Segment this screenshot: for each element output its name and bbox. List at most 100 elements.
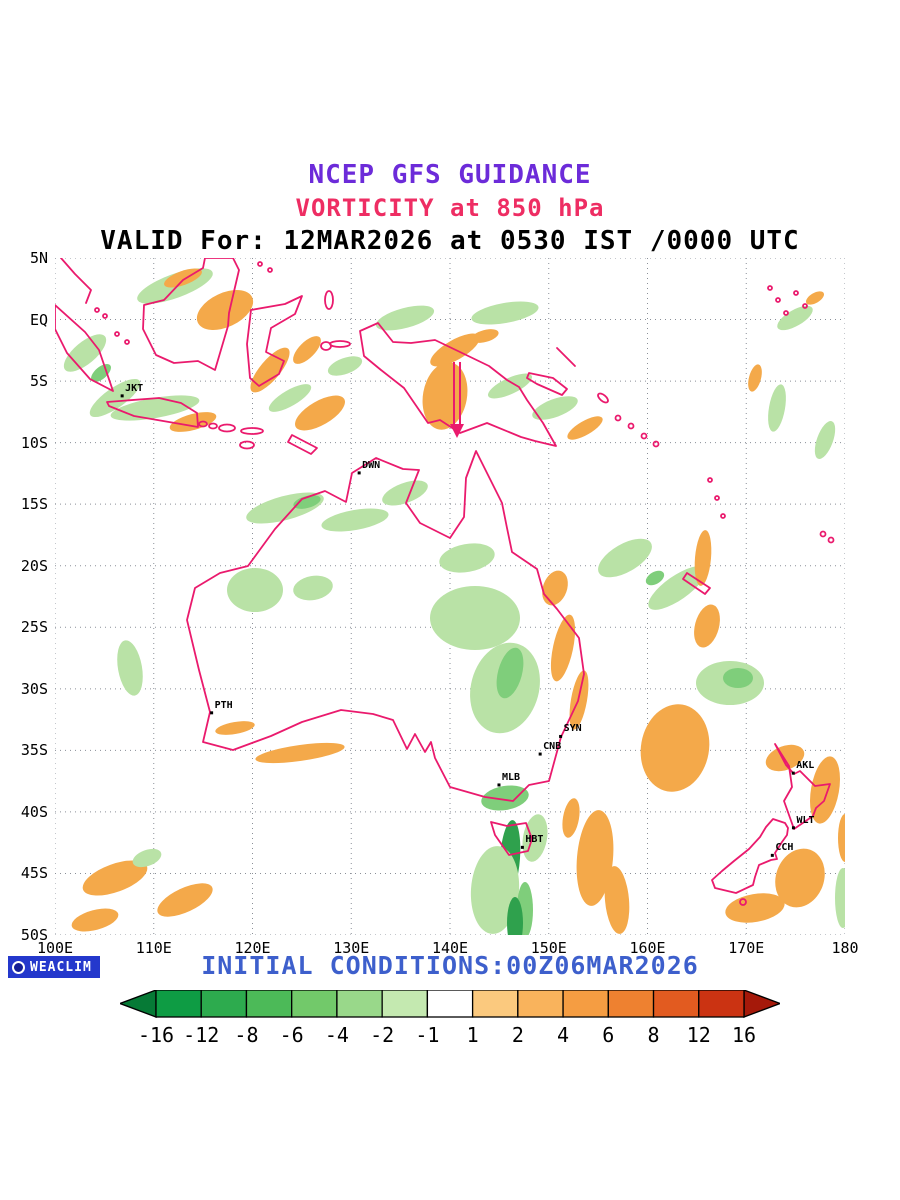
vorticity-blob <box>132 848 162 868</box>
vorticity-blob <box>835 868 845 928</box>
city-label: DWN <box>362 459 381 471</box>
lat-tick-label: 30S <box>20 679 48 698</box>
vorticity-blob <box>439 543 495 573</box>
lon-tick-label: 150E <box>530 939 567 957</box>
vorticity-blob <box>723 668 753 688</box>
coast-tasmania <box>490 821 533 856</box>
coast-islet <box>94 307 100 313</box>
colorbar-right-arrow <box>743 990 780 1018</box>
vorticity-blob <box>487 373 533 399</box>
lon-tick-label: 120E <box>234 939 271 957</box>
chart-subtitle: VORTICITY at 850 hPa <box>295 194 605 222</box>
coast-sumba <box>239 440 255 450</box>
vorticity-blob <box>648 566 706 610</box>
vorticity-blob <box>777 305 813 331</box>
vorticity-blob <box>89 378 141 418</box>
vorticity-blob <box>169 412 217 432</box>
vorticity-blob <box>164 268 202 288</box>
coast-islet <box>714 495 720 501</box>
lon-tick-label: 100E <box>36 939 74 957</box>
vorticity-blob <box>471 301 539 325</box>
lat-tick-label: 35S <box>20 741 48 760</box>
city-label: HBT <box>525 834 544 846</box>
colorbar-tick-label: -4 <box>325 1023 349 1047</box>
initial-conditions-text: INITIAL CONDITIONS:00Z06MAR2026 <box>201 951 699 980</box>
vorticity-blob <box>268 384 312 412</box>
vorticity-blob <box>470 846 520 934</box>
lat-tick-label: 15S <box>20 495 48 514</box>
vorticity-blob <box>71 908 119 932</box>
vorticity-blob <box>775 848 825 908</box>
vorticity-blob <box>382 480 428 506</box>
vorticity-blob <box>604 866 630 934</box>
colorbar-tick-label: 12 <box>687 1023 711 1047</box>
city-dot <box>791 771 795 775</box>
city-dot <box>538 752 542 756</box>
coast-australia <box>186 450 585 802</box>
coast-islet <box>102 313 108 319</box>
vorticity-map <box>55 258 845 935</box>
coast-new-britain <box>526 372 568 396</box>
colorbar-tick-label: -16 <box>138 1023 174 1047</box>
city-label: JKT <box>125 382 144 394</box>
coast-lombok <box>208 422 218 430</box>
coast-bougainville <box>597 392 609 404</box>
coast-new-ireland <box>556 347 576 367</box>
lon-tick-label: 160E <box>629 939 666 957</box>
vorticity-blob <box>215 721 255 735</box>
colorbar: -16 -12 -8 -6 -4 -2 -1 1 2 4 6 8 12 16 <box>120 990 780 1047</box>
lat-tick-label: 45S <box>20 864 48 883</box>
vorticity-blob <box>567 416 603 440</box>
vorticity-blob <box>814 421 836 459</box>
city-dot <box>357 471 361 475</box>
coast-borneo <box>142 258 240 371</box>
vorticity-blob <box>293 336 321 364</box>
colorbar-tick-label: 8 <box>648 1023 660 1047</box>
lat-tick-label: 10S <box>20 433 48 452</box>
coast-sulawesi <box>246 295 303 387</box>
vorticity-blob <box>375 305 435 331</box>
vorticity-blob <box>805 291 825 305</box>
coast-buru <box>320 341 332 351</box>
coast-islet <box>124 339 130 345</box>
city-label: CNB <box>543 741 562 753</box>
vorticity-blob <box>471 329 499 343</box>
weaclim-globe-icon <box>12 960 25 974</box>
vorticity-blob <box>293 575 333 601</box>
city-label: SYN <box>563 723 582 735</box>
coast-islet <box>827 536 835 544</box>
coast-islet <box>775 297 781 303</box>
city-label: CCH <box>775 842 794 854</box>
coast-islet <box>707 477 713 483</box>
city-markers <box>120 394 795 857</box>
vorticity-blob <box>481 785 529 811</box>
vorticity-blob <box>640 704 710 792</box>
city-dot <box>559 734 563 738</box>
vorticity-blob <box>321 508 389 532</box>
city-dot <box>497 783 501 787</box>
chart-valid-line: VALID For: 12MAR2026 at 0530 IST /0000 U… <box>100 226 800 256</box>
coast-flores <box>240 427 264 435</box>
vorticity-blob <box>838 814 845 862</box>
colorbar-tick-label: -8 <box>234 1023 258 1047</box>
city-dot <box>120 394 124 398</box>
vorticity-blob <box>542 570 568 606</box>
vorticity-blob <box>765 744 805 772</box>
vorticity-blob <box>725 893 785 923</box>
vorticity-blob <box>327 356 363 376</box>
coast-islet <box>819 530 827 538</box>
vorticity-blob <box>430 586 520 650</box>
city-dot <box>210 711 214 715</box>
colorbar-tick-label: -1 <box>415 1023 439 1047</box>
lat-tick-label: 5N <box>29 249 48 267</box>
coast-new-guinea <box>359 322 557 447</box>
colorbar-segment <box>652 990 700 1018</box>
vorticity-blob <box>768 384 786 432</box>
vorticity-blob <box>295 395 345 431</box>
colorbar-tick-label: 1 <box>467 1023 479 1047</box>
coast-islet <box>627 422 635 430</box>
city-label: AKL <box>796 760 815 772</box>
city-dot <box>770 853 774 857</box>
lat-tick-label: EQ <box>29 310 48 329</box>
city-dot <box>520 845 524 849</box>
